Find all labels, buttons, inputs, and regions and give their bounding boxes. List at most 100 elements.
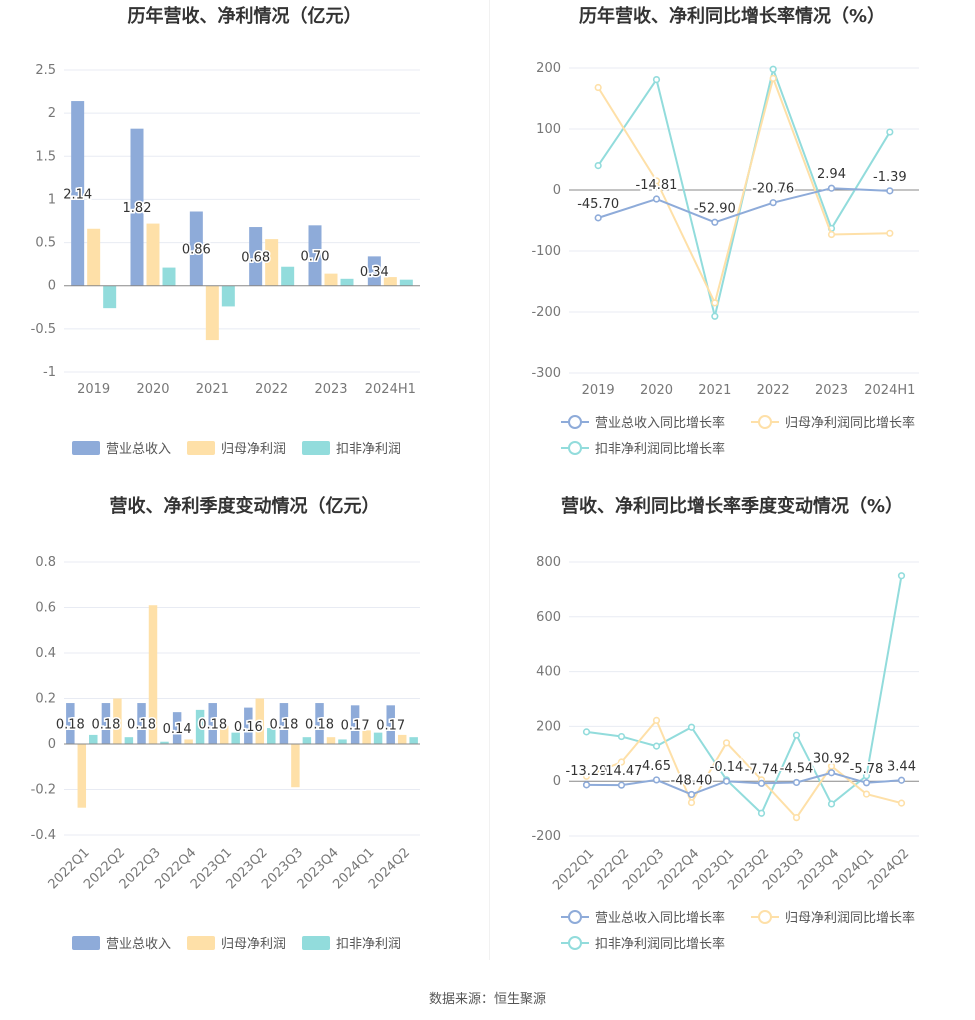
y-tick-label: 0.8 (35, 555, 56, 570)
annual-amounts-svg: 历年营收、净利情况（亿元） -1 -0.5 0 0.5 1 1.5 2 2.5 2019 2020 2… (31, 5, 420, 457)
y-tick-label: 400 (536, 665, 561, 680)
y-tick-label: 0.5 (35, 236, 56, 251)
x-tick-label: 2021 (196, 382, 229, 397)
data-point (769, 199, 777, 207)
legend-label: 营业总收入 (106, 937, 171, 952)
x-tick-label: 2021 (698, 383, 731, 398)
x-tick-label: 2020 (640, 383, 673, 398)
bar (172, 712, 182, 744)
legend-marker (758, 415, 772, 429)
data-point (792, 814, 801, 822)
legend-swatch (302, 441, 330, 455)
data-point (652, 742, 661, 750)
data-point (769, 65, 777, 73)
data-label: 0.70 (301, 250, 330, 265)
data-point (757, 809, 766, 817)
bar (267, 728, 276, 744)
data-point (862, 772, 871, 780)
bar (308, 225, 322, 286)
y-tick-label: 0.6 (35, 601, 56, 616)
y-tick-label: 1.5 (35, 149, 56, 164)
legend-marker (568, 441, 582, 455)
data-label: 4.65 (642, 759, 671, 774)
data-label: 2.94 (817, 167, 846, 182)
quarterly-growth-svg: 营收、净利同比增长率季度变动情况（%）-20002004006008002022… (531, 495, 919, 952)
legend-label: 扣非净利润 (336, 442, 401, 457)
data-point (594, 214, 602, 222)
legend-swatch (187, 936, 215, 950)
bar (399, 279, 413, 286)
legend-label: 归母净利润同比增长率 (785, 415, 915, 431)
y-tick-label: -200 (531, 829, 561, 844)
bar (160, 741, 169, 744)
data-label: 0.86 (182, 243, 211, 258)
data-label: 0.16 (234, 720, 263, 735)
bar (71, 101, 85, 286)
data-point (897, 572, 906, 580)
bar (386, 705, 395, 744)
x-tick-label: 2019 (77, 382, 110, 397)
x-tick-label: 2024H1 (365, 382, 416, 397)
data-point (617, 732, 626, 741)
data-point (687, 798, 696, 807)
legend-label: 营业总收入 (106, 442, 171, 457)
y-tick-label: 0 (553, 183, 561, 198)
bar (302, 737, 312, 744)
bar (208, 703, 217, 744)
legend-marker (568, 910, 582, 924)
data-label: 2.14 (63, 187, 92, 202)
legend-label: 归母净利润同比增长率 (785, 910, 915, 926)
data-point (827, 800, 836, 808)
data-point (582, 772, 591, 780)
series-line (586, 771, 902, 796)
quarterly-amounts-svg: 营收、净利季度变动情况（亿元）-0.4-0.200.20.40.60.82022… (31, 495, 420, 952)
legend-label: 扣非净利润同比增长率 (595, 936, 725, 952)
y-tick-label: 1 (48, 192, 56, 207)
bar (255, 698, 265, 744)
data-point (687, 723, 696, 731)
data-point (652, 75, 661, 84)
data-point (827, 762, 836, 770)
legend-marker (568, 415, 582, 429)
data-point (652, 776, 661, 784)
legend-swatch (187, 441, 215, 455)
bar (221, 285, 235, 307)
y-tick-label: 0.4 (35, 646, 56, 661)
legend-label: 扣非净利润 (336, 937, 401, 952)
data-label: 0.18 (127, 718, 156, 733)
data-label: 1.82 (123, 201, 152, 216)
bar (362, 730, 371, 744)
data-label: -52.90 (694, 201, 736, 216)
data-point (792, 731, 801, 739)
legend-label: 营业总收入同比增长率 (595, 415, 725, 431)
bar (148, 605, 158, 744)
data-label: -20.76 (752, 182, 794, 197)
y-tick-label: 800 (536, 555, 561, 570)
data-point (711, 312, 719, 320)
data-label: -5.78 (850, 762, 884, 777)
bar (265, 239, 279, 286)
data-point (757, 779, 766, 787)
data-label: 0.18 (56, 718, 85, 733)
data-point (711, 218, 719, 226)
y-tick-label: -300 (531, 366, 561, 381)
data-label: -14.47 (601, 764, 643, 779)
bar (189, 211, 203, 286)
bar (66, 703, 75, 744)
data-point (897, 799, 906, 807)
quarterly-growth-chart-panel: 营收、净利同比增长率季度变动情况（%） -200 0 200 400 600 800 2022… (489, 490, 975, 965)
data-label: 3.44 (887, 759, 916, 774)
y-tick-label: 200 (536, 61, 561, 76)
series-line (586, 718, 902, 820)
x-tick-label: 2023 (314, 382, 347, 397)
data-label: 0.18 (269, 718, 298, 733)
annual-growth-svg: 历年营收、净利同比增长率情况（%） -300 -200 -100 0 100 200 2019… (531, 5, 919, 457)
data-point (594, 162, 602, 170)
data-label: 30.92 (813, 752, 850, 767)
chart-title: 营收、净利同比增长率季度变动情况（%） (561, 495, 903, 517)
chart-title: 营收、净利季度变动情况（亿元） (110, 495, 380, 517)
bar (383, 277, 397, 286)
bar (373, 732, 383, 744)
data-point (722, 777, 731, 785)
y-tick-label: -1 (43, 365, 56, 380)
